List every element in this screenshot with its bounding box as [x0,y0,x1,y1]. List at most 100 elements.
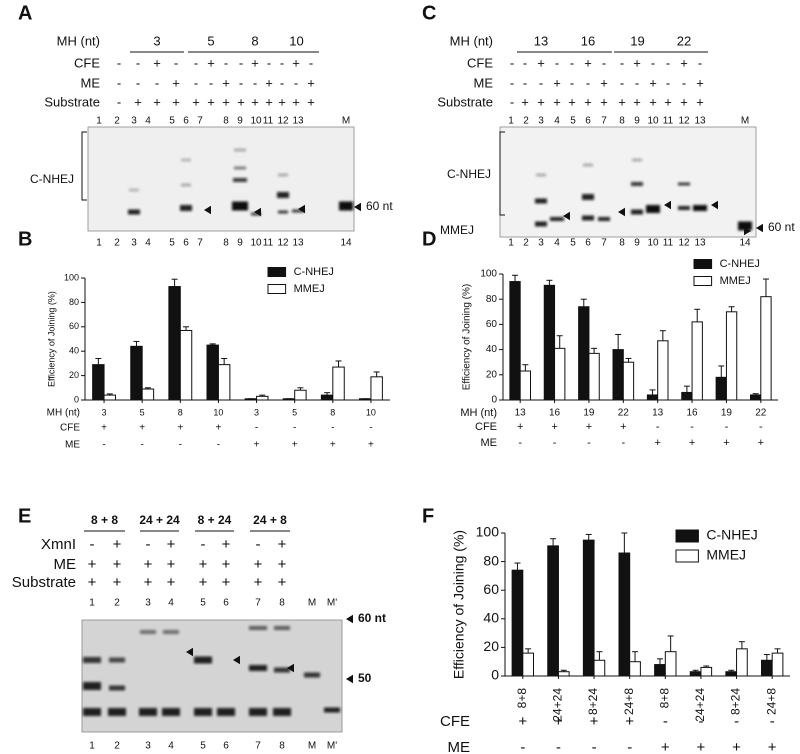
lane-number: 11 [263,116,274,127]
sign: + [192,94,200,109]
row-sign: - [293,423,296,434]
gel-band [83,657,101,663]
sign: + [265,75,273,90]
x-tick-label: 8+8 [657,688,671,709]
row-sign: - [663,713,668,730]
sign: + [222,94,230,109]
label-arrow [354,202,361,212]
lane-number: 14 [340,238,352,249]
lane-number: 9 [237,238,243,249]
lane-number: 7 [197,238,203,249]
gel-band [583,163,593,167]
row-label: ME [65,440,80,451]
sign: - [651,55,655,70]
row-sign: - [369,423,372,434]
label-arrow [346,674,353,684]
sign: + [633,94,641,109]
sign: + [153,55,161,70]
row-sign: + [689,437,695,449]
lane-number: 8 [279,741,285,752]
lane-number: 5 [200,598,206,609]
bar [618,552,631,677]
legend-swatch [675,529,699,543]
sign: - [620,55,624,70]
lane-number: 5 [570,116,576,127]
gel-label: C-NHEJ [447,167,491,181]
lane-number: 6 [223,741,229,752]
sign: + [222,75,230,90]
y-tick-label: 60 [486,319,498,330]
lane-number: 6 [585,116,591,127]
lane-number: 1 [508,238,514,249]
group-label: 24 + 24 [139,513,180,527]
bar [700,666,713,677]
bar [771,652,784,677]
bar [256,395,269,401]
row-label: Substrate [437,94,493,109]
gel-band [632,158,642,162]
y-tick-label: 20 [486,369,498,380]
sign: - [620,75,624,90]
x-tick-label: 8 [330,407,335,417]
sign: + [265,94,273,109]
sign: + [222,574,231,591]
gel-band [129,188,139,192]
x-tick-label: 24+8 [622,688,636,715]
y-tick-label: 0 [491,395,497,406]
bar [578,306,590,401]
row-sign: - [770,713,775,730]
row-sign: + [758,437,764,449]
sign: + [153,94,161,109]
lane-number: M [342,116,350,127]
gel-band [128,209,140,215]
sign: + [254,574,263,591]
sign: + [600,94,608,109]
row-sign: + [517,421,523,433]
sign: - [602,55,606,70]
y-tick-label: 40 [483,610,499,626]
sign: - [239,55,243,70]
sign: + [199,556,208,573]
sign: - [194,75,198,90]
sign: + [584,94,592,109]
gel-band [631,209,643,215]
sign: + [237,94,245,109]
sign: - [280,75,284,90]
row-label: CFE [475,421,497,433]
bar [282,398,296,401]
lane-number: M' [327,741,337,752]
gel-band [109,685,125,691]
row-label: Substrate [12,574,76,591]
row-label: CFE [60,423,80,434]
bar [370,376,383,401]
sign: - [555,55,559,70]
sign: - [510,55,514,70]
sign: + [88,574,97,591]
gel-band [324,707,340,713]
lane-number: 2 [523,116,529,127]
sign: - [117,55,121,70]
y-tick-label: 100 [480,269,497,280]
row-sign: - [592,739,597,754]
row-sign: + [586,421,592,433]
y-tick-label: 100 [64,272,79,282]
lane-number: 9 [634,116,640,127]
x-tick-label: 13 [652,408,664,419]
band-arrow [298,204,305,214]
gel-band [738,221,752,231]
bar [664,651,677,677]
gel-band [631,182,643,186]
row-sign: - [255,423,258,434]
gel-band [217,708,235,716]
lane-number: 4 [554,238,560,249]
gel-band [181,158,191,162]
gel-band [232,201,248,211]
bar [168,286,181,401]
sign: + [172,75,180,90]
sign: - [280,55,284,70]
group-label: 5 [207,33,214,48]
lane-number: 2 [114,741,120,752]
row-sign: + [554,713,563,730]
lane-number: 5 [169,238,175,249]
sign: + [144,556,153,573]
